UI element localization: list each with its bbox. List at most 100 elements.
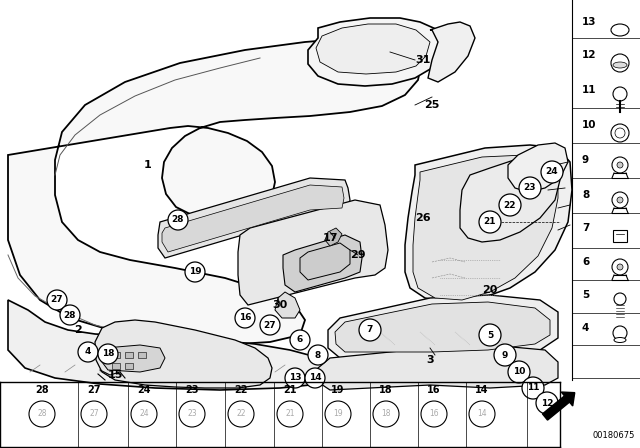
Text: 1: 1: [144, 160, 152, 170]
Circle shape: [179, 401, 205, 427]
Circle shape: [98, 344, 118, 364]
Circle shape: [479, 211, 501, 233]
Polygon shape: [112, 363, 120, 369]
Text: 21: 21: [285, 409, 295, 418]
Polygon shape: [125, 363, 133, 369]
Circle shape: [536, 392, 558, 414]
Text: 28: 28: [35, 385, 49, 395]
Text: 14: 14: [477, 409, 487, 418]
Text: 9: 9: [502, 350, 508, 359]
Text: 6: 6: [297, 336, 303, 345]
Polygon shape: [138, 352, 146, 358]
Circle shape: [47, 290, 67, 310]
Circle shape: [611, 124, 629, 142]
Polygon shape: [95, 320, 272, 388]
Text: 18: 18: [379, 385, 393, 395]
Text: 27: 27: [264, 320, 276, 329]
Polygon shape: [328, 295, 558, 360]
Text: 23: 23: [187, 409, 197, 418]
Circle shape: [522, 377, 544, 399]
Text: 23: 23: [185, 385, 199, 395]
Circle shape: [469, 401, 495, 427]
Text: 5: 5: [487, 331, 493, 340]
Text: 7: 7: [582, 223, 589, 233]
Circle shape: [308, 345, 328, 365]
Text: 16: 16: [428, 385, 441, 395]
Polygon shape: [162, 185, 344, 252]
Circle shape: [290, 330, 310, 350]
Text: 10: 10: [513, 367, 525, 376]
Circle shape: [260, 315, 280, 335]
Circle shape: [81, 401, 107, 427]
Polygon shape: [428, 22, 475, 82]
Polygon shape: [125, 352, 133, 358]
Text: 16: 16: [239, 314, 252, 323]
Text: 29: 29: [350, 250, 366, 260]
Text: 16: 16: [429, 409, 439, 418]
Polygon shape: [158, 178, 350, 258]
Text: 21: 21: [284, 385, 297, 395]
Text: 27: 27: [89, 409, 99, 418]
Circle shape: [611, 54, 629, 72]
Circle shape: [60, 305, 80, 325]
Text: 00180675: 00180675: [593, 431, 635, 440]
Text: 2: 2: [74, 325, 82, 335]
Polygon shape: [316, 24, 430, 74]
Text: 15: 15: [108, 370, 123, 380]
Text: 4: 4: [582, 323, 589, 333]
Text: 27: 27: [51, 296, 63, 305]
Text: 26: 26: [415, 213, 431, 223]
Text: 17: 17: [323, 233, 338, 243]
Circle shape: [78, 342, 98, 362]
Circle shape: [421, 401, 447, 427]
Polygon shape: [318, 345, 558, 390]
Text: 8: 8: [582, 190, 589, 200]
Text: 25: 25: [424, 100, 440, 110]
Circle shape: [519, 177, 541, 199]
Text: 14: 14: [308, 374, 321, 383]
Text: 18: 18: [381, 409, 391, 418]
Text: 31: 31: [415, 55, 431, 65]
Text: 19: 19: [189, 267, 202, 276]
Bar: [613, 230, 627, 242]
Text: 9: 9: [582, 155, 589, 165]
Circle shape: [235, 308, 255, 328]
Polygon shape: [508, 143, 568, 192]
Circle shape: [508, 361, 530, 383]
Text: 11: 11: [582, 85, 596, 95]
Text: 6: 6: [582, 257, 589, 267]
Text: 22: 22: [504, 201, 516, 210]
Text: 28: 28: [64, 310, 76, 319]
Text: 8: 8: [315, 350, 321, 359]
Circle shape: [479, 324, 501, 346]
Text: 5: 5: [582, 290, 589, 300]
Polygon shape: [460, 158, 560, 242]
Circle shape: [277, 401, 303, 427]
Text: 13: 13: [289, 374, 301, 383]
Circle shape: [615, 128, 625, 138]
Circle shape: [612, 157, 628, 173]
Circle shape: [131, 401, 157, 427]
Text: 28: 28: [172, 215, 184, 224]
Circle shape: [617, 197, 623, 203]
Polygon shape: [112, 352, 120, 358]
Polygon shape: [238, 200, 388, 305]
Text: 28: 28: [37, 409, 47, 418]
Polygon shape: [405, 145, 572, 302]
Circle shape: [305, 368, 325, 388]
Polygon shape: [283, 235, 362, 292]
Text: 24: 24: [137, 385, 151, 395]
FancyArrow shape: [543, 392, 575, 420]
Text: 21: 21: [484, 217, 496, 227]
Circle shape: [168, 210, 188, 230]
Text: 10: 10: [582, 120, 596, 130]
Text: 22: 22: [234, 385, 248, 395]
Text: 19: 19: [333, 409, 343, 418]
Circle shape: [499, 194, 521, 216]
Circle shape: [373, 401, 399, 427]
Circle shape: [617, 264, 623, 270]
Polygon shape: [325, 228, 342, 246]
Text: 19: 19: [332, 385, 345, 395]
Polygon shape: [8, 300, 340, 390]
Text: 14: 14: [476, 385, 489, 395]
